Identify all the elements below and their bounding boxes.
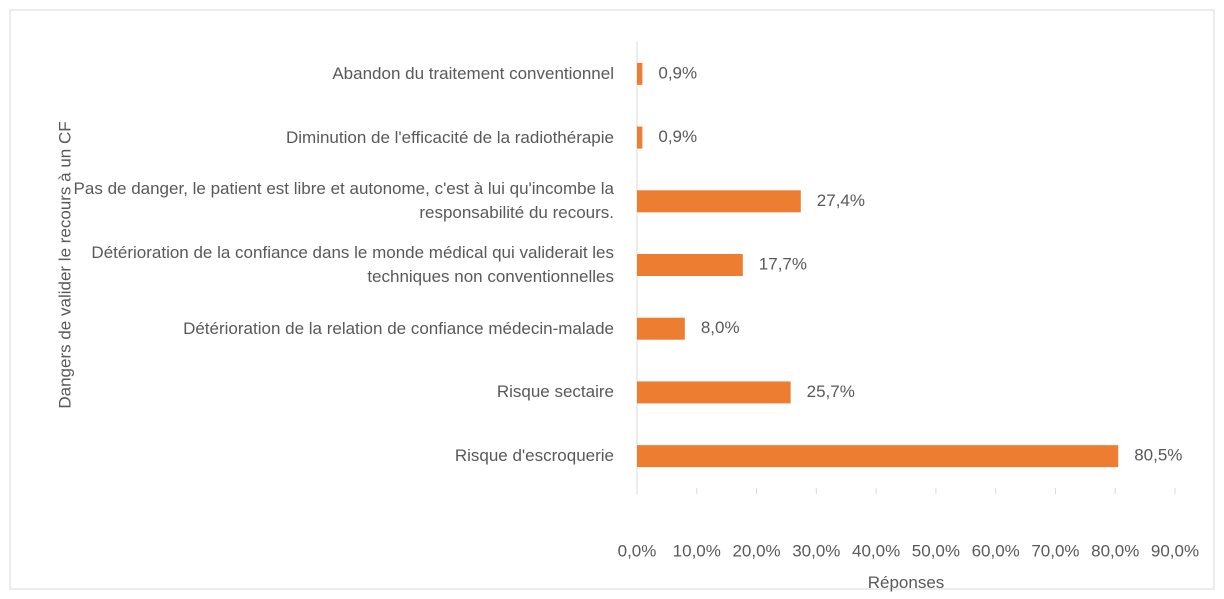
y-axis-title: Dangers de valider le recours à un CF [55, 121, 74, 408]
bar [637, 445, 1119, 468]
category-label: Diminution de l'efficacité de la radioth… [285, 127, 614, 147]
category-label: Risque d'escroquerie [454, 446, 614, 466]
category-label: Abandon du traitement conventionnel [332, 63, 614, 83]
bar [637, 254, 743, 276]
x-tick-label: 90,0% [1151, 541, 1199, 560]
x-tick-label: 80,0% [1091, 541, 1139, 560]
bar [637, 381, 791, 404]
value-label: 80,5% [1134, 446, 1182, 465]
x-tick-label: 0,0% [618, 541, 657, 560]
bar [637, 126, 643, 149]
x-tick-label: 70,0% [1031, 541, 1079, 560]
x-tick-label: 60,0% [972, 541, 1020, 560]
value-label: 0,9% [658, 63, 697, 82]
value-label: 17,7% [759, 254, 807, 273]
category-label: Détérioration de la confiance dans le mo… [91, 243, 614, 286]
category-label: Détérioration de la relation de confianc… [183, 318, 614, 338]
value-label: 25,7% [807, 382, 855, 401]
x-tick-label: 40,0% [852, 541, 900, 560]
value-label: 27,4% [817, 191, 865, 210]
value-label: 8,0% [701, 318, 740, 337]
x-axis-title: Réponses [868, 573, 945, 592]
x-tick-label: 50,0% [912, 541, 960, 560]
value-label: 0,9% [658, 127, 697, 146]
bar [637, 190, 801, 213]
category-label: Risque sectaire [496, 382, 614, 402]
x-tick-label: 30,0% [792, 541, 840, 560]
chart-border [9, 9, 1215, 590]
x-tick-label: 20,0% [732, 541, 780, 560]
x-tick-label: 10,0% [673, 541, 721, 560]
bar [637, 62, 643, 85]
bar [637, 317, 685, 340]
category-label: Pas de danger, le patient est libre et a… [73, 179, 614, 223]
